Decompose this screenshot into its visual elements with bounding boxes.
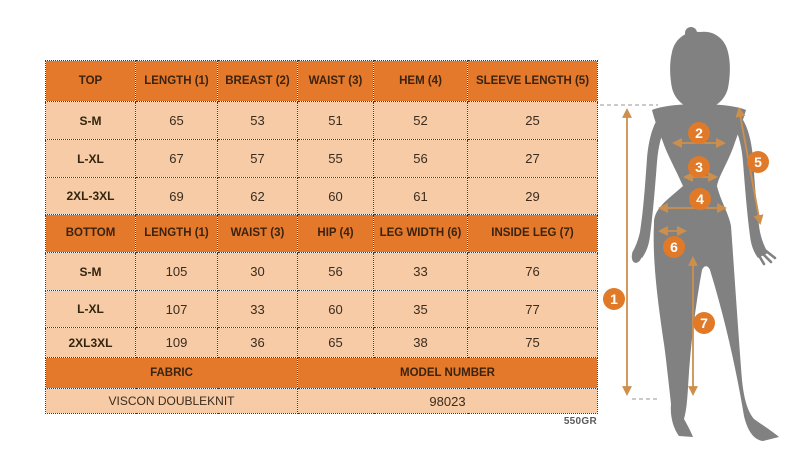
column-header: BOTTOM	[45, 214, 136, 253]
size-label: 2XL3XL	[45, 327, 136, 358]
table-cell: 38	[373, 327, 468, 358]
size-label: L-XL	[45, 139, 136, 178]
table-cell: 53	[217, 101, 298, 140]
marker-circle-1: 1	[603, 288, 625, 310]
table-cell: 30	[217, 252, 298, 291]
column-header: WAIST (3)	[217, 214, 298, 253]
table-cell: 33	[217, 290, 298, 328]
table-cell: 52	[373, 101, 468, 140]
column-header: LEG WIDTH (6)	[373, 214, 468, 253]
svg-text:3: 3	[695, 159, 703, 175]
marker-circle-2: 2	[688, 122, 710, 144]
table-cell: 60	[297, 177, 374, 215]
torso-and-legs	[652, 104, 779, 441]
info-row: VISCON DOUBLEKNIT 98023	[45, 388, 598, 414]
info-header-row: FABRIC MODEL NUMBER	[45, 357, 598, 389]
table-cell: 33	[373, 252, 468, 291]
table-row: L-XL 67 57 55 56 27	[45, 139, 598, 178]
size-label: S-M	[45, 252, 136, 291]
table-cell: 56	[297, 252, 374, 291]
table-cell: 62	[217, 177, 298, 215]
table-cell: 29	[467, 177, 598, 215]
size-label: L-XL	[45, 290, 136, 328]
svg-text:6: 6	[670, 239, 678, 255]
column-header: BREAST (2)	[217, 60, 298, 102]
svg-text:1: 1	[610, 291, 618, 307]
column-header: SLEEVE LENGTH (5)	[467, 60, 598, 102]
table-row: L-XL 107 33 60 35 77	[45, 290, 598, 328]
svg-text:5: 5	[754, 154, 762, 170]
table-row: 2XL-3XL 69 62 60 61 29	[45, 177, 598, 215]
table-cell: 76	[467, 252, 598, 291]
marker-circle-3: 3	[688, 156, 710, 178]
measurement-figure: 1 2 3 4 5 6 7	[600, 27, 779, 441]
column-header: TOP	[45, 60, 136, 102]
column-header: WAIST (3)	[297, 60, 374, 102]
column-header: LENGTH (1)	[135, 60, 218, 102]
table-cell: 69	[135, 177, 218, 215]
table-cell: 25	[467, 101, 598, 140]
table-cell: 36	[217, 327, 298, 358]
table-cell: 105	[135, 252, 218, 291]
marker-circle-4: 4	[689, 188, 711, 210]
table-cell: 56	[373, 139, 468, 178]
table-cell: 61	[373, 177, 468, 215]
measurement-markers: 1 2 3 4 5 6 7	[603, 122, 769, 334]
svg-text:4: 4	[696, 191, 704, 207]
top-header-row: TOP LENGTH (1) BREAST (2) WAIST (3) HEM …	[45, 60, 598, 102]
svg-text:7: 7	[700, 315, 708, 331]
body-silhouette	[631, 27, 779, 441]
column-header: LENGTH (1)	[135, 214, 218, 253]
column-header: HEM (4)	[373, 60, 468, 102]
table-cell: 60	[297, 290, 374, 328]
fabric-header: FABRIC	[45, 357, 298, 389]
table-cell: 107	[135, 290, 218, 328]
column-header: HIP (4)	[297, 214, 374, 253]
bottom-header-row: BOTTOM LENGTH (1) WAIST (3) HIP (4) LEG …	[45, 214, 598, 253]
table-cell: 55	[297, 139, 374, 178]
table-row: S-M 65 53 51 52 25	[45, 101, 598, 140]
table-cell: 65	[297, 327, 374, 358]
marker-circle-5: 5	[747, 151, 769, 173]
table-cell: 57	[217, 139, 298, 178]
table-cell: 67	[135, 139, 218, 178]
table-cell: 109	[135, 327, 218, 358]
model-number-value: 98023	[297, 388, 598, 414]
table-cell: 51	[297, 101, 374, 140]
table-row: 2XL3XL 109 36 65 38 75	[45, 327, 598, 358]
table-cell: 27	[467, 139, 598, 178]
right-hand-fingers	[756, 245, 777, 266]
table-row: S-M 105 30 56 33 76	[45, 252, 598, 291]
table-cell: 65	[135, 101, 218, 140]
size-label: 2XL-3XL	[45, 177, 136, 215]
weight-footnote: 550GR	[563, 416, 597, 427]
table-cell: 75	[467, 327, 598, 358]
size-table: TOP LENGTH (1) BREAST (2) WAIST (3) HEM …	[45, 60, 598, 414]
size-label: S-M	[45, 101, 136, 140]
marker-circle-6: 6	[663, 236, 685, 258]
left-hand	[631, 247, 643, 263]
table-cell: 77	[467, 290, 598, 328]
head-hair	[670, 31, 730, 109]
left-arm	[632, 110, 673, 258]
table-cell: 35	[373, 290, 468, 328]
model-number-header: MODEL NUMBER	[297, 357, 598, 389]
svg-text:2: 2	[695, 125, 703, 141]
fabric-value: VISCON DOUBLEKNIT	[45, 388, 298, 414]
marker-circle-7: 7	[693, 312, 715, 334]
column-header: INSIDE LEG (7)	[467, 214, 598, 253]
